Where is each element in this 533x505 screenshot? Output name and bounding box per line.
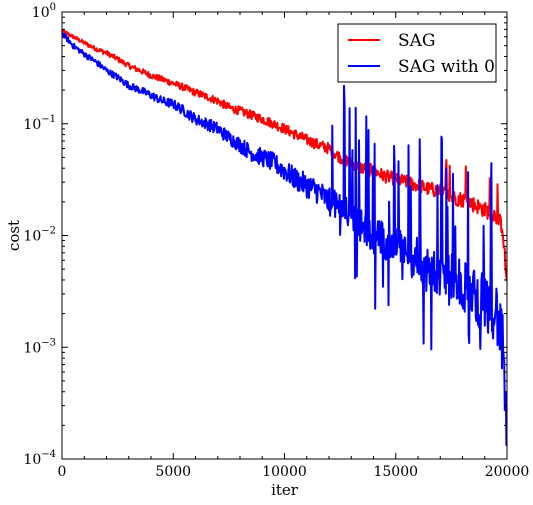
x-tick-label: 20000 <box>485 464 530 480</box>
y-tick-label: 10−1 <box>23 114 56 133</box>
legend-label-sag-with-0: SAG with 0 <box>398 57 495 77</box>
y-tick-label: 10−3 <box>23 337 56 356</box>
plot-area <box>62 28 507 447</box>
series-sag-line <box>62 28 507 282</box>
x-tick-label: 10000 <box>262 464 307 480</box>
y-tick-label: 100 <box>32 2 56 21</box>
legend-box <box>337 23 497 83</box>
x-axis-label: iter <box>271 481 299 499</box>
legend: SAG SAG with 0 <box>337 23 497 83</box>
y-tick-label: 10−2 <box>23 226 56 245</box>
y-axis-label: cost <box>5 220 23 251</box>
axes: 0 5000 10000 15000 20000 100 10−1 10−2 10−3 10−4 <box>23 2 529 480</box>
x-tick-label: 5000 <box>155 464 191 480</box>
y-tick-label: 10−4 <box>23 449 56 468</box>
x-tick-label: 15000 <box>373 464 418 480</box>
series-sag-with-0-line <box>62 32 507 447</box>
x-tick-label: 0 <box>58 464 67 480</box>
legend-label-sag: SAG <box>398 31 436 51</box>
axis-labels: iter cost <box>5 220 299 499</box>
